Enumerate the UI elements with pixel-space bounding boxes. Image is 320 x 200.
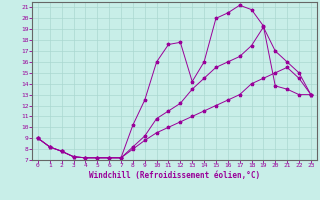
X-axis label: Windchill (Refroidissement éolien,°C): Windchill (Refroidissement éolien,°C) (89, 171, 260, 180)
